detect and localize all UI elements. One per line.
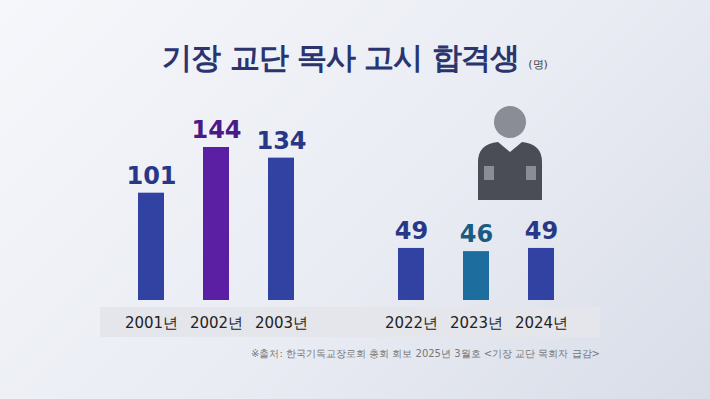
svg-text:2024년: 2024년 (515, 314, 568, 332)
html-text:기장 교단 목사 고시 합격생: 기장 교단 목사 고시 합격생 (162, 40, 529, 75)
svg-text:49: 49 (525, 217, 558, 245)
svg-text:144: 144 (191, 116, 241, 144)
svg-text:2002년: 2002년 (190, 314, 243, 332)
svg-text:46: 46 (460, 220, 493, 248)
html-text:※출처: 한국기독교장로회 총회 회보 2025년 3월호: ※출처: 한국기독교장로회 총회 회보 2025년 3월호 <기장 교단 목회자… (251, 348, 600, 359)
svg-text:2003년: 2003년 (255, 314, 308, 332)
svg-text:2001년: 2001년 (125, 314, 178, 332)
svg-text:2022년: 2022년 (385, 314, 438, 332)
svg-text:101: 101 (126, 162, 176, 190)
html-text:(명): (명) (528, 58, 548, 71)
svg-text:2023년: 2023년 (450, 314, 503, 332)
svg-text:134: 134 (256, 127, 306, 155)
svg-text:49: 49 (395, 217, 428, 245)
